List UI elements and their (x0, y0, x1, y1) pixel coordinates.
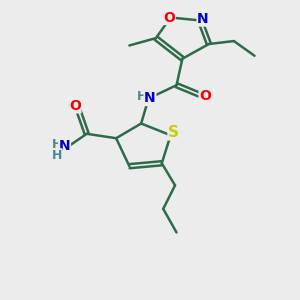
Text: H: H (52, 138, 62, 151)
Text: H: H (52, 149, 62, 162)
Text: S: S (168, 125, 179, 140)
Text: O: O (163, 11, 175, 25)
Text: N: N (197, 12, 209, 26)
Text: H: H (137, 90, 147, 103)
Text: N: N (144, 92, 156, 106)
Text: N: N (59, 139, 70, 153)
Text: O: O (69, 99, 81, 113)
Text: O: O (199, 88, 211, 103)
